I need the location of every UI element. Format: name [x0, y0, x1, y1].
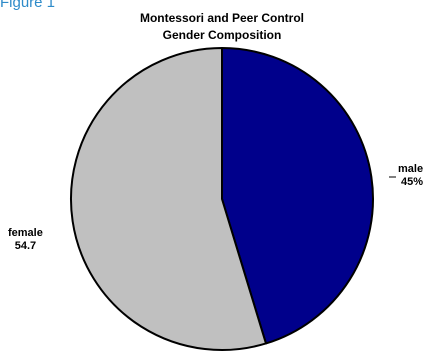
- chart-title-line-2: Gender Composition: [162, 28, 282, 42]
- chart-title: Montessori and Peer Control Gender Compo…: [100, 10, 344, 44]
- slice-label-female: female 54.7: [8, 227, 43, 253]
- slice-label-male-name: male: [398, 163, 424, 175]
- slice-label-male-value: 45%: [401, 176, 424, 188]
- slice-label-female-value: 54.7: [14, 240, 37, 252]
- slice-label-female-name: female: [8, 227, 43, 239]
- figure-label: Figure 1: [0, 0, 56, 11]
- chart-title-line-1: Montessori and Peer Control: [139, 11, 305, 25]
- slice-label-male: male 45%: [398, 163, 423, 189]
- pie-slice-female: [70, 47, 267, 351]
- pie-slice-male: [221, 47, 374, 345]
